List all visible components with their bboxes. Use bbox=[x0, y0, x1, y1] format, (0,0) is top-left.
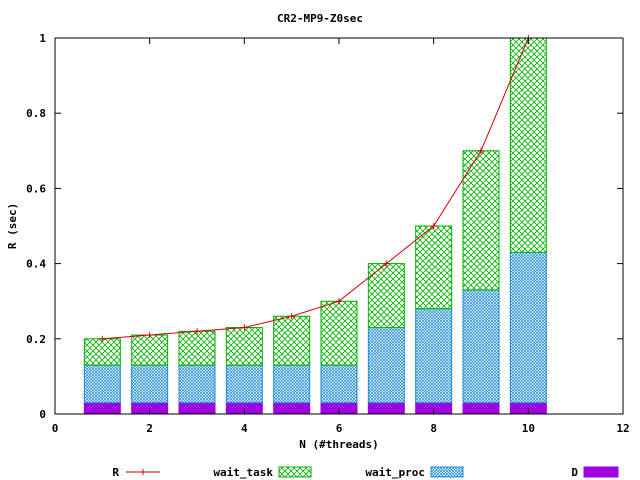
legend-swatch-d bbox=[583, 466, 619, 478]
bar-wait-task-9 bbox=[462, 150, 500, 291]
legend-label-d: D bbox=[571, 466, 578, 479]
r-point-9 bbox=[478, 147, 484, 154]
r-point-8 bbox=[430, 223, 437, 229]
bar-wait-proc-1 bbox=[83, 364, 121, 404]
bar-wait-task-4 bbox=[225, 327, 263, 366]
x-tick-label: 0 bbox=[52, 422, 59, 435]
bar-wait-proc-3 bbox=[178, 364, 216, 404]
bar-wait-proc-7 bbox=[367, 327, 405, 404]
bar-wait-task-8 bbox=[415, 225, 453, 310]
bar-d-7 bbox=[367, 402, 405, 415]
bar-d-5 bbox=[273, 402, 311, 415]
bar-wait-task-1 bbox=[83, 338, 121, 366]
axis-ticks: 0 2 4 6 8 10 12 0 0.2 0.4 0.6 0.8 1 bbox=[26, 32, 630, 435]
r-point-7 bbox=[383, 260, 390, 267]
bar-wait-task-10 bbox=[509, 37, 547, 253]
bar-d-3 bbox=[178, 402, 216, 415]
r-point-2 bbox=[146, 332, 153, 339]
r-point-4 bbox=[241, 324, 248, 331]
x-tick-label: 10 bbox=[522, 422, 535, 435]
bar-d-9 bbox=[462, 402, 500, 415]
bar-wait-task-7 bbox=[367, 263, 405, 329]
y-tick-label: 0.2 bbox=[26, 333, 46, 346]
bar-wait-proc-6 bbox=[320, 364, 358, 404]
x-axis-label: N (#threads) bbox=[299, 438, 378, 451]
bar-wait-proc-8 bbox=[415, 308, 453, 404]
r-point-5 bbox=[288, 313, 295, 320]
bar-wait-proc-5 bbox=[273, 364, 311, 404]
x-tick-label: 8 bbox=[430, 422, 437, 435]
y-tick-label: 0.8 bbox=[26, 107, 46, 120]
bar-wait-proc-10 bbox=[509, 251, 547, 404]
legend-swatch-wait-proc bbox=[430, 466, 464, 478]
x-tick-label: 6 bbox=[336, 422, 343, 435]
bar-wait-proc-2 bbox=[131, 364, 169, 404]
x-tick-label: 2 bbox=[146, 422, 153, 435]
legend-label-wait-proc: wait_proc bbox=[365, 466, 425, 479]
r-point-1 bbox=[99, 335, 106, 342]
bar-wait-task-2 bbox=[131, 334, 169, 366]
y-axis-label: R (sec) bbox=[6, 203, 19, 249]
y-tick-label: 1 bbox=[39, 32, 46, 45]
legend-label-r: R bbox=[112, 466, 119, 479]
bar-wait-task-6 bbox=[320, 300, 358, 366]
r-point-6 bbox=[336, 298, 342, 305]
r-point-3 bbox=[194, 328, 200, 335]
bar-wait-proc-9 bbox=[462, 289, 500, 404]
r-series-line bbox=[102, 37, 529, 340]
y-tick-label: 0.6 bbox=[26, 182, 46, 195]
y-tick-label: 0.4 bbox=[26, 258, 46, 271]
chart-title: CR2-MP9-Z0sec bbox=[277, 12, 363, 25]
bar-wait-task-5 bbox=[273, 315, 311, 366]
bar-d-1 bbox=[83, 402, 121, 415]
legend-swatch-wait-task bbox=[278, 466, 312, 478]
bars-layer bbox=[83, 37, 547, 415]
bar-wait-proc-4 bbox=[225, 364, 263, 404]
x-tick-label: 4 bbox=[241, 422, 248, 435]
y-tick-label: 0 bbox=[39, 408, 46, 421]
legend-label-wait-task: wait_task bbox=[213, 466, 273, 479]
x-tick-label: 12 bbox=[616, 422, 629, 435]
bar-wait-task-3 bbox=[178, 330, 216, 366]
